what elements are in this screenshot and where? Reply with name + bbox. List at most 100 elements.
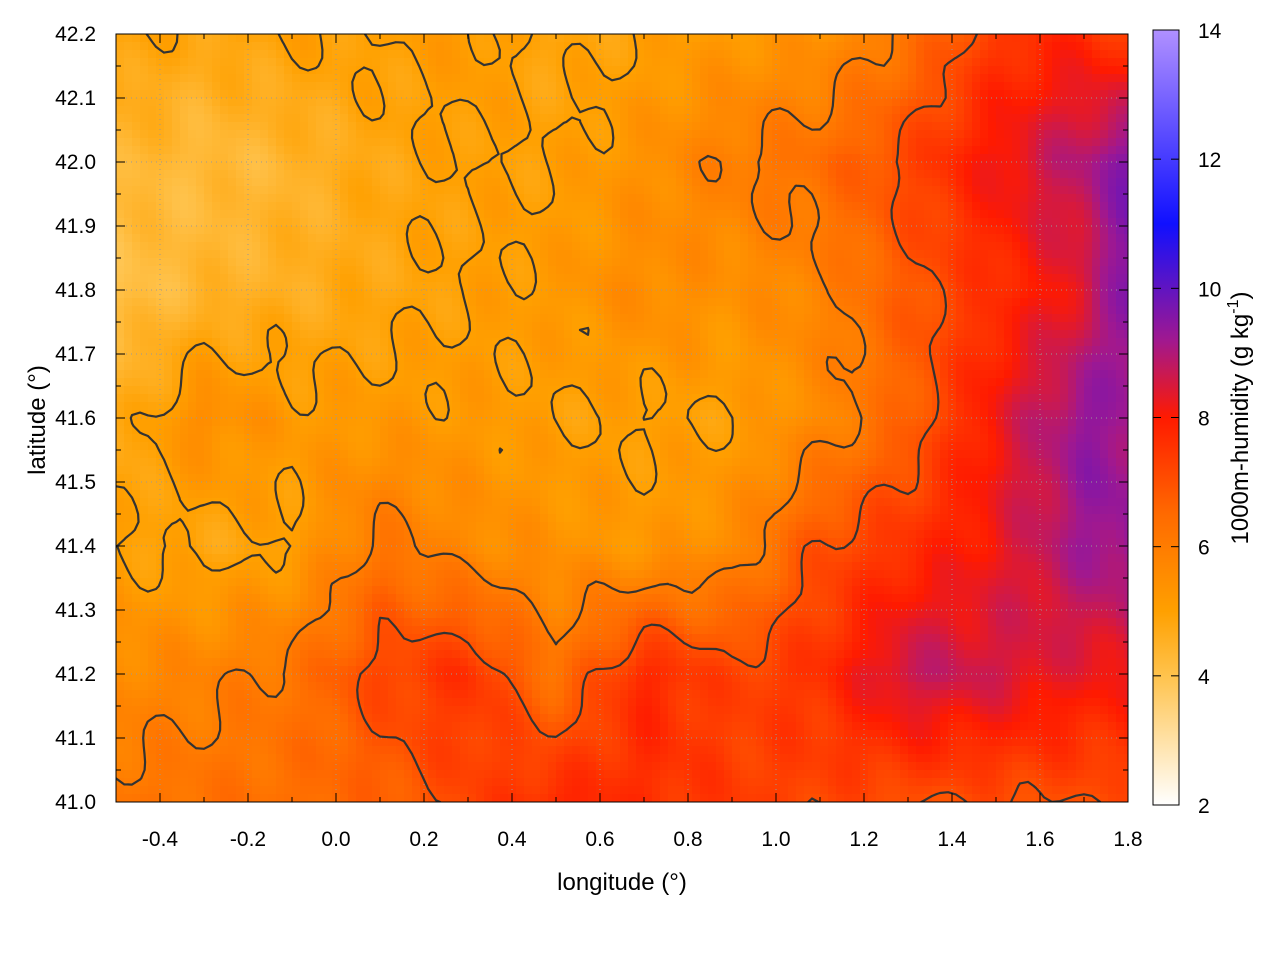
heatmap-cell bbox=[516, 130, 525, 139]
heatmap-cell bbox=[1020, 298, 1029, 307]
heatmap-cell bbox=[892, 122, 901, 131]
heatmap-cell bbox=[1044, 210, 1053, 219]
heatmap-cell bbox=[932, 178, 941, 187]
heatmap-cell bbox=[492, 98, 501, 107]
heatmap-cell bbox=[116, 34, 125, 43]
heatmap-cell bbox=[484, 66, 493, 75]
heatmap-cell bbox=[404, 202, 413, 211]
heatmap-cell bbox=[884, 82, 893, 91]
heatmap-cell bbox=[1076, 66, 1085, 75]
heatmap-cell bbox=[356, 50, 365, 59]
heatmap-cell bbox=[708, 74, 717, 83]
heatmap-cell bbox=[620, 82, 629, 91]
heatmap-cell bbox=[556, 266, 565, 275]
heatmap-cell bbox=[788, 242, 797, 251]
heatmap-cell bbox=[956, 226, 965, 235]
heatmap-cell bbox=[724, 242, 733, 251]
heatmap-cell bbox=[404, 274, 413, 283]
heatmap-cell bbox=[804, 266, 813, 275]
heatmap-cell bbox=[908, 154, 917, 163]
heatmap-cell bbox=[604, 202, 613, 211]
heatmap-cell bbox=[916, 282, 925, 291]
heatmap-cell bbox=[540, 66, 549, 75]
heatmap-cell bbox=[820, 162, 829, 171]
heatmap-cell bbox=[516, 330, 525, 339]
heatmap-cell bbox=[604, 314, 613, 323]
heatmap-cell bbox=[988, 338, 997, 347]
heatmap-cell bbox=[124, 258, 133, 267]
heatmap-cell bbox=[276, 138, 285, 147]
heatmap-cell bbox=[740, 194, 749, 203]
heatmap-cell bbox=[1012, 210, 1021, 219]
heatmap-cell bbox=[508, 234, 517, 243]
heatmap-cell bbox=[132, 138, 141, 147]
heatmap-cell bbox=[372, 226, 381, 235]
heatmap-cell bbox=[812, 170, 821, 179]
heatmap-cell bbox=[860, 298, 869, 307]
heatmap-cell bbox=[1044, 138, 1053, 147]
heatmap-cell bbox=[212, 330, 221, 339]
heatmap-cell bbox=[316, 290, 325, 299]
heatmap-cell bbox=[636, 250, 645, 259]
heatmap-cell bbox=[636, 138, 645, 147]
heatmap-cell bbox=[396, 274, 405, 283]
heatmap-cell bbox=[300, 314, 309, 323]
heatmap-cell bbox=[908, 66, 917, 75]
heatmap-cell bbox=[452, 242, 461, 251]
heatmap-cell bbox=[316, 202, 325, 211]
heatmap-cell bbox=[708, 258, 717, 267]
heatmap-cell bbox=[180, 298, 189, 307]
heatmap-cell bbox=[780, 74, 789, 83]
heatmap-cell bbox=[524, 98, 533, 107]
heatmap-cell bbox=[204, 66, 213, 75]
heatmap-cell bbox=[452, 306, 461, 315]
heatmap-cell bbox=[972, 106, 981, 115]
heatmap-cell bbox=[844, 130, 853, 139]
heatmap-cell bbox=[212, 338, 221, 347]
heatmap-cell bbox=[700, 58, 709, 67]
heatmap-cell bbox=[836, 162, 845, 171]
heatmap-cell bbox=[780, 170, 789, 179]
heatmap-cell bbox=[796, 250, 805, 259]
heatmap-cell bbox=[292, 154, 301, 163]
heatmap-cell bbox=[236, 122, 245, 131]
heatmap-cell bbox=[1116, 298, 1125, 307]
heatmap-cell bbox=[404, 250, 413, 259]
heatmap-cell bbox=[148, 170, 157, 179]
heatmap-cell bbox=[1076, 330, 1085, 339]
heatmap-cell bbox=[1020, 290, 1029, 299]
heatmap-cell bbox=[1108, 290, 1117, 299]
heatmap-cell bbox=[852, 202, 861, 211]
heatmap-cell bbox=[196, 58, 205, 67]
heatmap-cell bbox=[444, 66, 453, 75]
heatmap-cell bbox=[220, 170, 229, 179]
heatmap-cell bbox=[540, 50, 549, 59]
heatmap-cell bbox=[1076, 290, 1085, 299]
heatmap-cell bbox=[548, 298, 557, 307]
heatmap-cell bbox=[1116, 154, 1125, 163]
heatmap-cell bbox=[1084, 234, 1093, 243]
heatmap-cell bbox=[740, 114, 749, 123]
heatmap-cell bbox=[1028, 170, 1037, 179]
heatmap-cell bbox=[660, 266, 669, 275]
heatmap-cell bbox=[940, 282, 949, 291]
heatmap-cell bbox=[428, 242, 437, 251]
heatmap-cell bbox=[996, 82, 1005, 91]
heatmap-cell bbox=[164, 330, 173, 339]
heatmap-cell bbox=[908, 202, 917, 211]
heatmap-cell bbox=[1100, 330, 1109, 339]
heatmap-cell bbox=[420, 226, 429, 235]
heatmap-cell bbox=[228, 58, 237, 67]
heatmap-cell bbox=[908, 210, 917, 219]
heatmap-cell bbox=[316, 66, 325, 75]
heatmap-cell bbox=[284, 210, 293, 219]
heatmap-cell bbox=[924, 258, 933, 267]
heatmap-cell bbox=[828, 90, 837, 99]
heatmap-cell bbox=[236, 146, 245, 155]
heatmap-cell bbox=[236, 322, 245, 331]
heatmap-cell bbox=[436, 170, 445, 179]
heatmap-cell bbox=[972, 338, 981, 347]
heatmap-cell bbox=[468, 290, 477, 299]
heatmap-cell bbox=[924, 162, 933, 171]
heatmap-cell bbox=[1108, 74, 1117, 83]
